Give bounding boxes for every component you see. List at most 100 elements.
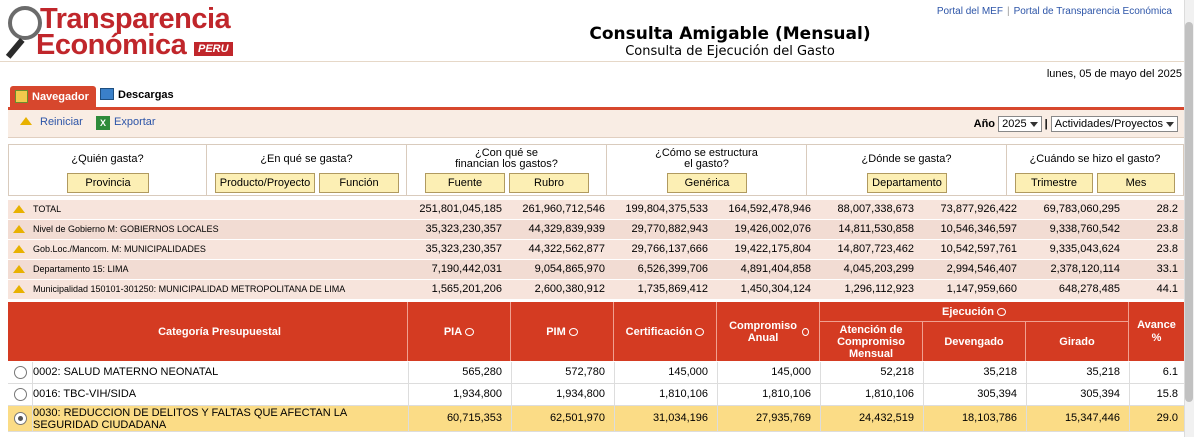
summary-value: 9,335,043,624 bbox=[1049, 243, 1120, 255]
portal-mef-link[interactable]: Portal del MEF bbox=[936, 6, 1003, 17]
summary-value: 19,426,002,076 bbox=[734, 223, 811, 235]
provincia-button[interactable]: Provincia bbox=[67, 173, 149, 193]
summary-row-label: Nivel de Gobierno M: GOBIERNOS LOCALES bbox=[33, 224, 219, 234]
question-label: ¿Quién gasta? bbox=[71, 153, 144, 165]
col-devengado: Devengado bbox=[923, 322, 1026, 361]
comment-icon[interactable] bbox=[568, 327, 578, 336]
collapse-up-icon[interactable] bbox=[13, 205, 25, 213]
col-pia-label: PIA bbox=[443, 325, 463, 338]
table-header: Categoría Presupuestal PIA PIM Certifica… bbox=[8, 302, 1184, 361]
row-value: 29.0 bbox=[1156, 412, 1178, 424]
column-divider bbox=[408, 406, 409, 432]
row-value: 1,934,800 bbox=[556, 388, 605, 400]
current-date: lunes, 05 de mayo del 2025 bbox=[1046, 68, 1182, 80]
row-value: 145,000 bbox=[668, 366, 708, 378]
collapse-up-icon[interactable] bbox=[13, 245, 25, 253]
summary-value: 1,296,112,923 bbox=[844, 283, 914, 295]
column-divider bbox=[923, 362, 924, 384]
trimestre-button[interactable]: Trimestre bbox=[1015, 173, 1093, 193]
portal-transparencia-link[interactable]: Portal de Transparencia Económica bbox=[1013, 6, 1172, 17]
summary-value: 251,801,045,185 bbox=[419, 203, 502, 215]
question-como-se-estructura: ¿Cómo se estructura el gasto? Genérica bbox=[607, 145, 807, 195]
summary-value: 1,450,304,124 bbox=[740, 283, 811, 295]
question-label-line1: ¿Cómo se estructura bbox=[655, 147, 758, 159]
magnifier-icon bbox=[8, 6, 42, 40]
funcion-button[interactable]: Función bbox=[319, 173, 399, 193]
summary-value: 164,592,478,946 bbox=[728, 203, 811, 215]
generica-button[interactable]: Genérica bbox=[667, 173, 747, 193]
col-ejecucion: Ejecución bbox=[820, 302, 1129, 322]
row-value: 305,394 bbox=[977, 388, 1017, 400]
summary-value: 199,804,375,533 bbox=[625, 203, 708, 215]
summary-value: 44,329,839,939 bbox=[528, 223, 605, 235]
column-divider bbox=[408, 362, 409, 384]
table-row[interactable]: 0002: SALUD MATERNO NEONATAL 565,280 572,7… bbox=[8, 362, 1184, 384]
summary-value: 35,323,230,357 bbox=[425, 223, 502, 235]
comment-icon[interactable] bbox=[802, 327, 809, 336]
toolbar: Reiniciar X Exportar Año 2025 | Activida… bbox=[8, 110, 1184, 138]
row-value: 62,501,970 bbox=[549, 412, 605, 424]
cube-icon bbox=[15, 90, 28, 103]
column-divider bbox=[717, 406, 718, 432]
reiniciar-label: Reiniciar bbox=[40, 116, 83, 128]
exportar-label: Exportar bbox=[114, 116, 156, 128]
fuente-button[interactable]: Fuente bbox=[425, 173, 505, 193]
row-radio-button[interactable] bbox=[14, 388, 27, 401]
column-divider bbox=[511, 384, 512, 406]
summary-value: 14,811,530,858 bbox=[838, 223, 914, 235]
tab-navegador[interactable]: Navegador bbox=[10, 86, 96, 108]
summary-value: 2,378,120,114 bbox=[1050, 263, 1120, 275]
summary-value: 33.1 bbox=[1156, 263, 1178, 275]
summary-value: 1,147,959,660 bbox=[946, 283, 1017, 295]
scrollbar-thumb[interactable] bbox=[1185, 22, 1193, 402]
exportar-button[interactable]: X Exportar bbox=[96, 116, 156, 130]
category-name: 0016: TBC-VIH/SIDA bbox=[33, 388, 137, 400]
column-divider bbox=[1129, 362, 1130, 384]
transparencia-logo[interactable]: Transparencia Económica PERU bbox=[5, 4, 246, 60]
summary-row: TOTAL 251,801,045,185 261,960,712,546 199,8… bbox=[8, 200, 1184, 220]
summary-value: 6,526,399,706 bbox=[637, 263, 708, 275]
row-value: 565,280 bbox=[462, 366, 502, 378]
table-row[interactable]: 0030: REDUCCION DE DELITOS Y FALTAS QUE … bbox=[8, 406, 1184, 432]
summary-value: 2,600,380,912 bbox=[534, 283, 605, 295]
reiniciar-button[interactable]: Reiniciar bbox=[20, 116, 83, 128]
col-pia[interactable]: PIA bbox=[408, 302, 511, 361]
row-value: 27,935,769 bbox=[755, 412, 811, 424]
row-value: 15,347,446 bbox=[1064, 412, 1120, 424]
collapse-up-icon[interactable] bbox=[13, 285, 25, 293]
summary-row: Departamento 15: LIMA 7,190,442,031 9,054,… bbox=[8, 260, 1184, 280]
col-certificacion[interactable]: Certificación bbox=[614, 302, 717, 361]
summary-value: 1,735,869,412 bbox=[637, 283, 708, 295]
comment-icon[interactable] bbox=[465, 327, 475, 336]
col-compromiso[interactable]: Compromiso Anual bbox=[717, 302, 820, 361]
mes-button[interactable]: Mes bbox=[1097, 173, 1175, 193]
view-select[interactable]: Actividades/Proyectos bbox=[1050, 116, 1178, 132]
row-value: 145,000 bbox=[771, 366, 811, 378]
summary-value: 4,891,404,858 bbox=[740, 263, 811, 275]
comment-icon[interactable] bbox=[695, 327, 705, 336]
summary-value: 69,783,060,295 bbox=[1043, 203, 1120, 215]
summary-value: 23.8 bbox=[1156, 223, 1178, 235]
tab-descargas[interactable]: Descargas bbox=[100, 88, 174, 101]
summary-value: 1,565,201,206 bbox=[431, 283, 502, 295]
comment-icon[interactable] bbox=[996, 307, 1006, 316]
rubro-button[interactable]: Rubro bbox=[509, 173, 589, 193]
table-row[interactable]: 0016: TBC-VIH/SIDA 1,934,800 1,934,800 1,81… bbox=[8, 384, 1184, 406]
col-pim[interactable]: PIM bbox=[511, 302, 614, 361]
question-label: ¿Dónde se gasta? bbox=[861, 153, 952, 165]
collapse-up-icon[interactable] bbox=[13, 265, 25, 273]
logo-peru-badge: PERU bbox=[194, 42, 233, 56]
row-radio-button[interactable] bbox=[14, 412, 27, 425]
column-divider bbox=[1026, 406, 1027, 432]
producto-proyecto-button[interactable]: Producto/Proyecto bbox=[215, 173, 315, 193]
summary-value: 4,045,203,299 bbox=[843, 263, 914, 275]
summary-row-label: Departamento 15: LIMA bbox=[33, 264, 129, 274]
excel-icon: X bbox=[96, 116, 110, 130]
year-select[interactable]: 2025 bbox=[998, 116, 1042, 132]
departamento-button[interactable]: Departamento bbox=[867, 173, 947, 193]
collapse-up-icon[interactable] bbox=[13, 225, 25, 233]
vertical-scrollbar[interactable] bbox=[1184, 0, 1194, 437]
link-separator: | bbox=[1006, 6, 1010, 17]
row-value: 60,715,353 bbox=[446, 412, 502, 424]
row-radio-button[interactable] bbox=[14, 366, 27, 379]
